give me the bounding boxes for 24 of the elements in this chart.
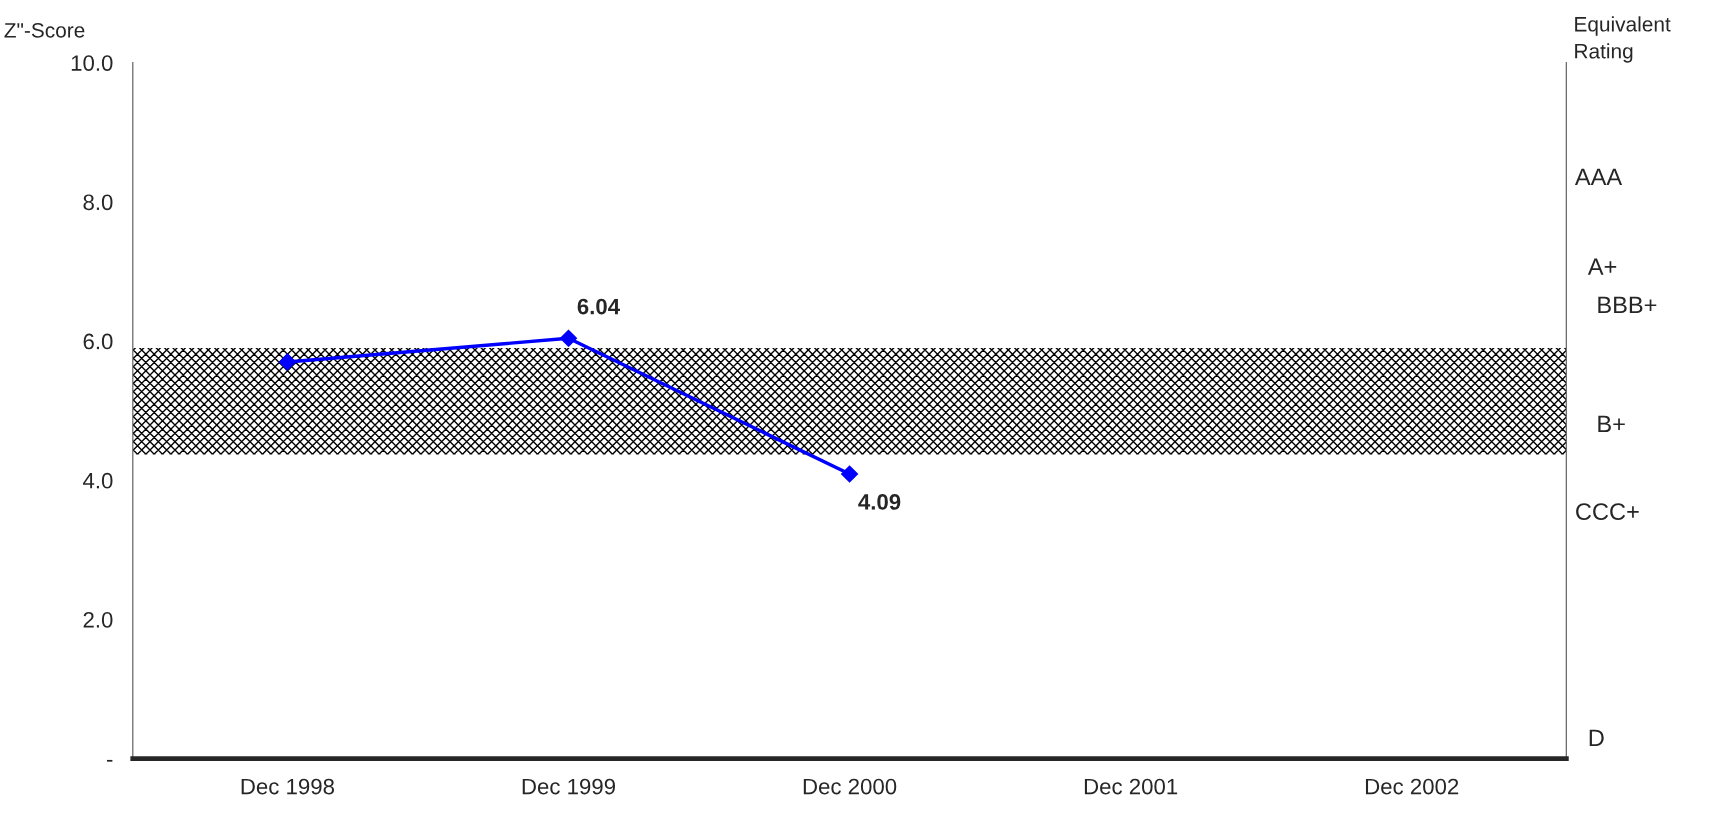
data-label: 6.04 xyxy=(577,298,620,315)
text: A+ xyxy=(1587,258,1617,275)
y-tick-label: 4.0 xyxy=(83,472,113,489)
text: D xyxy=(1589,729,1604,746)
text: B+ xyxy=(1598,415,1625,433)
x-tick-label: Dec 2001 xyxy=(1084,778,1178,795)
text: BBB+ xyxy=(1598,296,1657,314)
point xyxy=(278,353,296,371)
point xyxy=(559,329,578,347)
point xyxy=(841,465,859,483)
y-axis-title: Z"-Score xyxy=(4,22,85,38)
x-tick-label: Dec 1999 xyxy=(522,778,615,795)
y-tick-label: 10.0 xyxy=(71,55,113,71)
y-tick-label: - xyxy=(106,759,113,762)
text: CCC+ xyxy=(1576,503,1639,520)
y-tick-label: 8.0 xyxy=(83,194,113,211)
x-tick-label: Dec 2000 xyxy=(803,778,897,795)
y-tick-label: 2.0 xyxy=(83,611,113,628)
text: AAA xyxy=(1574,168,1623,186)
data-label: 4.09 xyxy=(858,494,901,510)
y-tick-label: 6.0 xyxy=(83,333,113,350)
x-tick-label: Dec 1998 xyxy=(241,778,335,795)
y2-axis-title: Equivalent Rating xyxy=(1575,16,1671,63)
x-tick-label: Dec 2002 xyxy=(1365,778,1459,795)
